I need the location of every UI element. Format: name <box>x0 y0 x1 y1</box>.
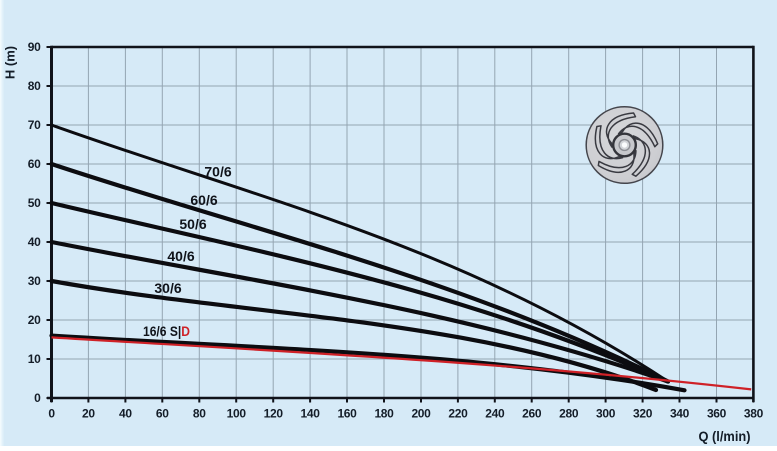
svg-text:50: 50 <box>28 196 41 210</box>
svg-text:300: 300 <box>596 407 616 421</box>
svg-text:20: 20 <box>28 313 41 327</box>
svg-text:Q (l/min): Q (l/min) <box>699 428 751 444</box>
svg-text:40: 40 <box>28 235 41 249</box>
svg-text:0: 0 <box>34 391 41 405</box>
svg-text:320: 320 <box>633 407 653 421</box>
svg-text:380: 380 <box>744 407 764 421</box>
svg-text:60: 60 <box>28 157 41 171</box>
svg-text:140: 140 <box>301 407 321 421</box>
svg-text:180: 180 <box>374 407 394 421</box>
svg-text:200: 200 <box>411 407 431 421</box>
svg-text:60/6: 60/6 <box>190 192 217 208</box>
svg-text:60: 60 <box>156 407 169 421</box>
svg-text:40: 40 <box>119 407 132 421</box>
svg-text:0: 0 <box>48 407 55 421</box>
svg-text:10: 10 <box>28 352 41 366</box>
svg-text:16/6 S|D: 16/6 S|D <box>143 323 190 339</box>
svg-text:20: 20 <box>82 407 95 421</box>
svg-text:50/6: 50/6 <box>179 216 206 232</box>
svg-text:70: 70 <box>28 118 41 132</box>
svg-text:280: 280 <box>559 407 579 421</box>
svg-text:30: 30 <box>28 274 41 288</box>
svg-text:70/6: 70/6 <box>204 164 231 180</box>
svg-text:30/6: 30/6 <box>154 280 181 296</box>
svg-text:80: 80 <box>193 407 206 421</box>
svg-text:340: 340 <box>670 407 690 421</box>
svg-text:100: 100 <box>227 407 247 421</box>
svg-text:80: 80 <box>28 79 41 93</box>
svg-text:220: 220 <box>448 407 468 421</box>
svg-text:90: 90 <box>28 40 41 54</box>
svg-text:260: 260 <box>522 407 542 421</box>
svg-text:H (m): H (m) <box>3 46 18 79</box>
svg-text:240: 240 <box>485 407 505 421</box>
svg-text:160: 160 <box>337 407 357 421</box>
svg-text:360: 360 <box>707 407 727 421</box>
svg-text:120: 120 <box>264 407 284 421</box>
svg-text:40/6: 40/6 <box>167 248 194 264</box>
